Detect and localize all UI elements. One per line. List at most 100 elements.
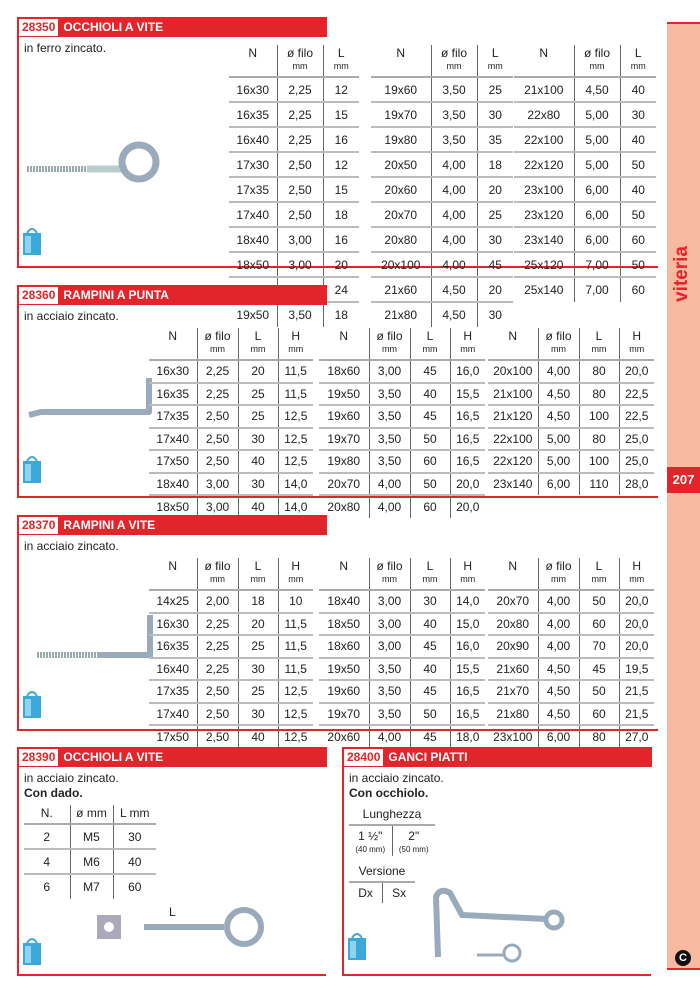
feature-text: Con dado. xyxy=(24,786,83,800)
table-cell: 19x50 xyxy=(319,382,369,406)
table-cell: 20,0 xyxy=(618,360,654,384)
table-cell: 16,0 xyxy=(449,360,485,384)
table-row: 18x50 3,00 40 14,0 xyxy=(149,495,313,518)
table-cell: 4,00 xyxy=(368,495,410,518)
table-cell: 5,00 xyxy=(573,127,620,153)
table-cell: 5,00 xyxy=(537,427,579,451)
table-cell: 18 xyxy=(322,202,359,228)
column-header: ø filo mm xyxy=(196,558,238,591)
table-cell: 40 xyxy=(112,849,156,875)
table-cell: 17x40 xyxy=(149,427,197,451)
product-code: 28350 xyxy=(19,19,59,36)
table-cell: 15 xyxy=(322,177,359,203)
pointed-hook-image xyxy=(28,378,152,418)
table-cell: 60 xyxy=(619,227,656,253)
column-header: N xyxy=(319,558,369,591)
eye-screw-image xyxy=(27,141,160,183)
table-cell: 40 xyxy=(619,177,656,203)
table-cell: 4 xyxy=(24,849,70,875)
table-row: 16x30 2,25 20 11,5 xyxy=(149,360,313,384)
table-cell: 50 xyxy=(409,472,450,496)
table-cell: 19,5 xyxy=(618,657,654,681)
table-row: 16x40 2,25 30 11,5 xyxy=(149,657,313,681)
length-header: Lunghezza xyxy=(349,806,435,826)
table-cell: 3,50 xyxy=(368,657,410,681)
column-header: L mm xyxy=(112,805,156,825)
table-cell: 4,00 xyxy=(537,612,579,636)
table-cell: 2,50 xyxy=(276,177,323,203)
length-table: Lunghezza 1 ½" (40 mm) 2" (50 mm) xyxy=(349,806,435,856)
table-row: 19x50 3,50 40 15,5 xyxy=(319,657,485,681)
table-cell: 12 xyxy=(322,152,359,178)
table-cell: 20x70 xyxy=(488,590,538,614)
table-cell: 20 xyxy=(322,252,359,278)
table-cell: 20x50 xyxy=(371,152,431,178)
table-row: 17x50 2,50 40 12,5 xyxy=(149,725,313,748)
table-cell: 18x50 xyxy=(156,499,190,514)
table-row: 23x140 6,00 60 xyxy=(514,227,656,253)
table-cell: 5,00 xyxy=(573,102,620,128)
table-cell: 4,50 xyxy=(537,702,579,726)
table-cell: 20 xyxy=(237,612,278,636)
table-cell: 21,5 xyxy=(618,702,654,726)
column-header: ø filo mm xyxy=(368,558,410,591)
table-cell: 3,00 xyxy=(368,360,410,384)
table-row: 19x70 3,50 50 16,5 xyxy=(319,702,485,726)
column-header: ø filo mm xyxy=(368,328,410,361)
table-row: 19x50 3,50 40 15,5 xyxy=(319,382,485,406)
sidebar-tab: viteria 207 C xyxy=(667,22,700,970)
column-header: ø filo mm xyxy=(276,45,323,78)
table-cell: 21x120 xyxy=(488,405,538,429)
version-dx: Dx xyxy=(358,886,373,900)
table-cell: 4,00 xyxy=(537,360,579,384)
column-unit: mm xyxy=(629,344,645,354)
table-cell: 23x140 xyxy=(493,477,533,492)
column-header: N xyxy=(149,328,197,361)
column-unit: mm xyxy=(589,61,605,71)
table-cell: 20x80 xyxy=(488,612,538,636)
package-icon xyxy=(348,933,366,960)
screw-hook-image xyxy=(37,615,153,658)
table-row: 16x35 2,25 25 11,5 xyxy=(149,382,313,406)
column-unit: mm xyxy=(382,344,397,354)
table-cell: 2,50 xyxy=(196,405,238,429)
table-cell: 3,50 xyxy=(368,702,410,726)
column-unit: mm xyxy=(629,574,645,584)
table-cell: 18x60 xyxy=(319,635,369,659)
table-row: 21x60 4,50 20 xyxy=(371,277,513,303)
table-cell: 22x120 xyxy=(514,152,574,178)
table-cell: 21x70 xyxy=(488,680,538,704)
table-cell: 19x60 xyxy=(319,405,369,429)
product-description: in acciaio zincato. xyxy=(24,539,119,553)
product-description: in ferro zincato. xyxy=(24,41,107,55)
table-cell: 30 xyxy=(476,227,513,253)
table-row: 23x120 6,00 50 xyxy=(514,202,656,228)
table-cell: 20 xyxy=(237,360,278,384)
table-row: 17x40 2,50 30 12,5 xyxy=(149,427,313,451)
material-text: in acciaio zincato. xyxy=(24,771,119,785)
table-cell: 40 xyxy=(409,657,450,681)
table-row: 17x30 2,50 12 xyxy=(229,152,359,178)
table-cell: 20,0 xyxy=(618,590,654,614)
column-header: N xyxy=(488,558,538,591)
table-cell: 11,5 xyxy=(277,360,313,384)
table-row: 2 M5 30 xyxy=(24,824,156,850)
package-icon xyxy=(23,456,41,483)
length-cell: 1 ½" (40 mm) xyxy=(349,825,392,856)
table-cell: 17x40 xyxy=(229,202,277,228)
product-title: GANCI PIATTI xyxy=(388,750,468,764)
table-row: 23x140 6,00 110 28,0 xyxy=(488,472,654,495)
table-row: 18x60 3,00 45 16,0 xyxy=(319,360,485,384)
table-row: 18x50 3,00 40 15,0 xyxy=(319,612,485,636)
table-row: 16x30 2,25 20 11,5 xyxy=(149,612,313,636)
table-row: 20x80 4,00 60 20,0 xyxy=(319,495,485,518)
column-header-label: H xyxy=(463,559,473,573)
table-row: 22x120 5,00 100 25,0 xyxy=(488,450,654,474)
column-unit: mm xyxy=(292,61,308,71)
